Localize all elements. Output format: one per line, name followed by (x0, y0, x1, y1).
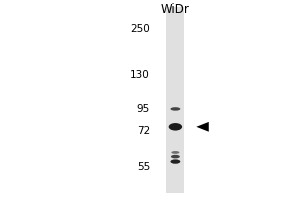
Text: 95: 95 (137, 104, 150, 114)
Ellipse shape (170, 159, 180, 164)
Bar (167, 7, 184, 193)
Text: 55: 55 (137, 162, 150, 172)
Text: WiDr: WiDr (161, 3, 190, 16)
Ellipse shape (170, 107, 180, 111)
Text: 130: 130 (130, 70, 150, 80)
Ellipse shape (171, 151, 179, 154)
Ellipse shape (169, 123, 182, 131)
Ellipse shape (171, 155, 180, 158)
Text: 72: 72 (137, 126, 150, 136)
Polygon shape (196, 122, 209, 132)
Text: 250: 250 (130, 24, 150, 34)
